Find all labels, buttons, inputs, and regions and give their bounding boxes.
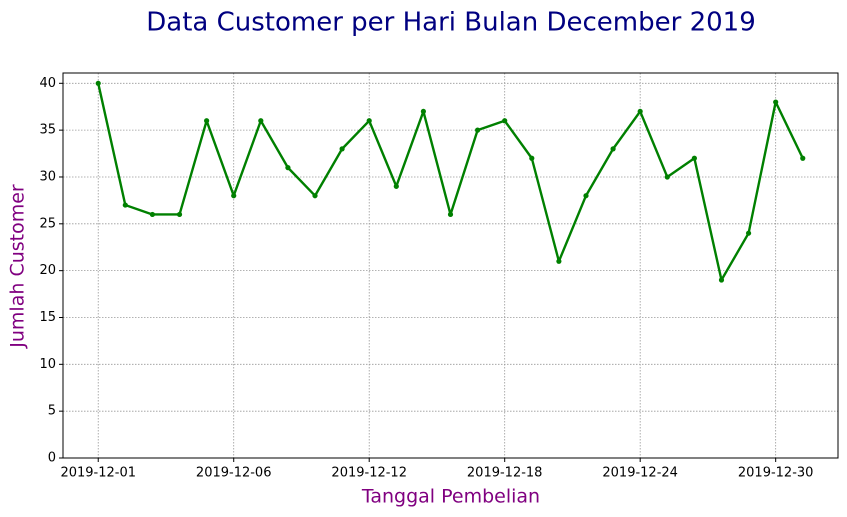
data-point [556, 258, 562, 264]
x-tick-label: 2019-12-18 [467, 466, 543, 481]
data-point [393, 183, 399, 189]
data-point [637, 108, 643, 115]
y-tick-label: 5 [48, 404, 56, 419]
data-point [800, 155, 806, 161]
data-point [691, 155, 697, 161]
chart-title: Data Customer per Hari Bulan December 20… [146, 8, 756, 38]
y-axis-label: Jumlah Customer [7, 184, 29, 349]
data-point [447, 211, 454, 218]
data-point [285, 165, 291, 171]
x-tick-label: 2019-12-06 [196, 466, 272, 481]
data-point [176, 211, 183, 218]
data-point [529, 155, 535, 161]
data-point [474, 127, 481, 133]
data-point [149, 211, 156, 218]
data-point [339, 146, 345, 152]
data-point [122, 202, 128, 208]
data-point [420, 108, 427, 115]
data-point [773, 99, 779, 105]
y-tick-label: 10 [39, 357, 56, 372]
data-point [745, 230, 752, 236]
y-tick-label: 40 [39, 76, 56, 91]
data-line [97, 83, 804, 282]
y-tick-label: 25 [39, 216, 56, 231]
x-tick-label: 2019-12-24 [602, 466, 678, 481]
y-tick-label: 30 [39, 169, 56, 184]
y-tick-label: 20 [39, 263, 56, 278]
data-point [610, 146, 616, 152]
y-tick-label: 0 [48, 451, 56, 466]
plot-frame [62, 72, 839, 459]
data-point [231, 193, 237, 199]
x-tick-label: 2019-12-12 [331, 466, 407, 481]
x-axis-label: Tanggal Pembelian [361, 486, 540, 508]
x-tick-label: 2019-12-30 [738, 466, 814, 481]
data-point [95, 80, 101, 86]
y-tick-label: 35 [39, 123, 56, 138]
data-point [502, 118, 508, 124]
data-point [366, 118, 372, 124]
data-point [204, 118, 210, 124]
y-tick-label: 15 [39, 310, 56, 325]
data-point [583, 193, 589, 199]
data-point [312, 193, 318, 199]
data-point [718, 277, 725, 283]
data-point [258, 118, 264, 124]
data-point [664, 174, 670, 180]
x-tick-label: 2019-12-01 [60, 466, 136, 481]
